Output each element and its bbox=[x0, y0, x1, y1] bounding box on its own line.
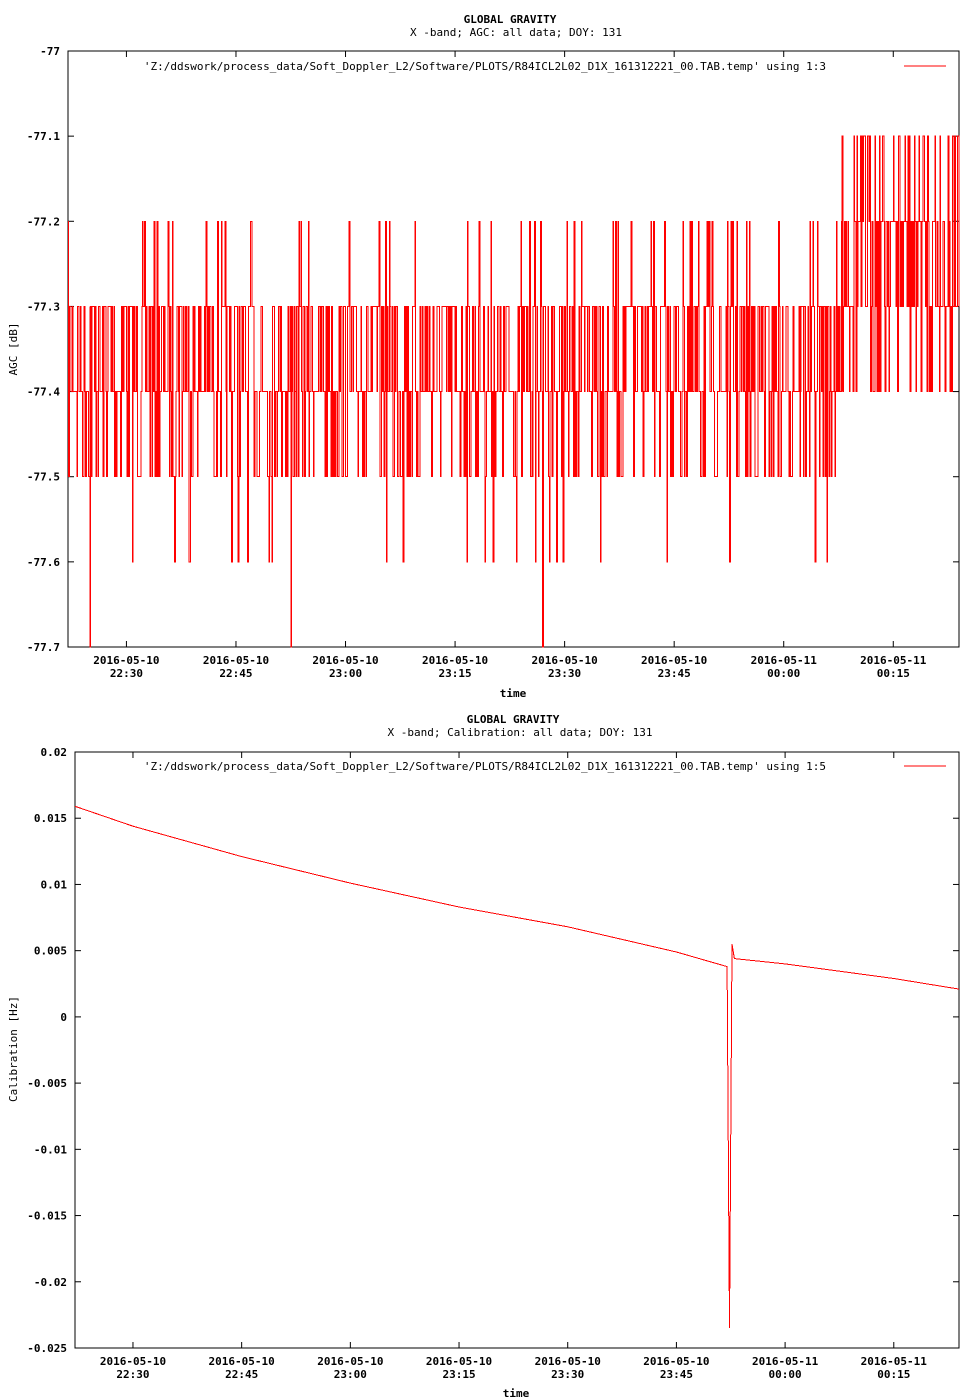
agc-series-line bbox=[68, 135, 960, 648]
x-tick-date: 2016-05-10 bbox=[317, 1355, 383, 1368]
x-tick-time: 23:15 bbox=[439, 667, 472, 680]
y-tick-label: -0.02 bbox=[34, 1276, 67, 1289]
agc-x-tick-labels: 2016-05-1022:302016-05-1022:452016-05-10… bbox=[93, 654, 926, 680]
x-tick-time: 00:00 bbox=[769, 1368, 802, 1381]
x-tick-date: 2016-05-10 bbox=[100, 1355, 166, 1368]
cal-plot-frame bbox=[74, 751, 960, 1349]
x-tick-time: 23:00 bbox=[329, 667, 362, 680]
x-tick-time: 00:00 bbox=[767, 667, 800, 680]
x-tick-date: 2016-05-11 bbox=[860, 654, 927, 667]
y-tick-label: -0.005 bbox=[27, 1077, 67, 1090]
agc-chart-subtitle: X -band; AGC: all data; DOY: 131 bbox=[410, 26, 622, 39]
x-tick-date: 2016-05-11 bbox=[861, 1355, 928, 1368]
x-tick-date: 2016-05-10 bbox=[312, 654, 378, 667]
cal-y-axis-label: Calibration [Hz] bbox=[7, 996, 20, 1102]
y-tick-label: -77.5 bbox=[27, 471, 60, 484]
x-tick-date: 2016-05-10 bbox=[535, 1355, 601, 1368]
x-tick-time: 22:30 bbox=[110, 667, 143, 680]
agc-legend-label: 'Z:/ddswork/process_data/Soft_Doppler_L2… bbox=[144, 60, 826, 73]
y-tick-label: -0.015 bbox=[27, 1210, 67, 1223]
x-tick-date: 2016-05-10 bbox=[203, 654, 269, 667]
y-tick-label: 0.015 bbox=[34, 812, 67, 825]
cal-x-axis-label: time bbox=[503, 1387, 530, 1400]
agc-x-axis-label: time bbox=[500, 687, 527, 700]
agc-chart-title: GLOBAL GRAVITY bbox=[464, 13, 557, 26]
x-tick-date: 2016-05-10 bbox=[422, 654, 488, 667]
x-tick-time: 00:15 bbox=[877, 667, 910, 680]
cal-legend-label: 'Z:/ddswork/process_data/Soft_Doppler_L2… bbox=[144, 760, 826, 773]
agc-y-tick-labels: -77 -77.1 -77.2 -77.3 -77.4 -77.5 -77.6 -77.7 bbox=[27, 45, 60, 654]
y-tick-label: -77.4 bbox=[27, 386, 60, 399]
y-tick-label: -77 bbox=[40, 45, 60, 58]
y-tick-label: 0.02 bbox=[41, 746, 68, 759]
y-tick-label: 0.005 bbox=[34, 945, 67, 958]
cal-tick-marks bbox=[75, 751, 959, 1349]
x-tick-date: 2016-05-11 bbox=[751, 654, 818, 667]
y-tick-label: -77.2 bbox=[27, 215, 60, 228]
y-tick-label: -77.7 bbox=[27, 641, 60, 654]
y-tick-label: -0.025 bbox=[27, 1342, 67, 1355]
x-tick-time: 22:45 bbox=[225, 1368, 258, 1381]
x-tick-time: 23:30 bbox=[548, 667, 581, 680]
cal-chart-subtitle: X -band; Calibration: all data; DOY: 131 bbox=[388, 726, 653, 739]
y-tick-label: -77.6 bbox=[27, 556, 60, 569]
x-tick-time: 23:00 bbox=[334, 1368, 367, 1381]
x-tick-time: 23:30 bbox=[551, 1368, 584, 1381]
agc-y-axis-label: AGC [dB] bbox=[7, 323, 20, 376]
x-tick-time: 22:45 bbox=[219, 667, 252, 680]
x-tick-time: 22:30 bbox=[116, 1368, 149, 1381]
cal-x-tick-labels: 2016-05-1022:302016-05-1022:452016-05-10… bbox=[100, 1355, 927, 1381]
calibration-chart: GLOBAL GRAVITY X -band; Calibration: all… bbox=[7, 713, 960, 1400]
cal-chart-title: GLOBAL GRAVITY bbox=[467, 713, 560, 726]
agc-plot-frame bbox=[67, 50, 960, 648]
y-tick-label: -77.3 bbox=[27, 300, 60, 313]
x-tick-time: 23:15 bbox=[442, 1368, 475, 1381]
x-tick-time: 23:45 bbox=[658, 667, 691, 680]
x-tick-time: 23:45 bbox=[660, 1368, 693, 1381]
x-tick-date: 2016-05-10 bbox=[532, 654, 598, 667]
y-tick-label: 0.01 bbox=[41, 878, 68, 891]
x-tick-date: 2016-05-10 bbox=[643, 1355, 709, 1368]
y-tick-label: -77.1 bbox=[27, 130, 60, 143]
y-tick-label: 0 bbox=[60, 1011, 67, 1024]
x-tick-date: 2016-05-10 bbox=[426, 1355, 492, 1368]
cal-y-tick-labels: 0.02 0.015 0.01 0.005 0 -0.005 -0.01 -0.015 -0.0… bbox=[27, 746, 67, 1355]
y-tick-label: -0.01 bbox=[34, 1143, 67, 1156]
agc-chart: GLOBAL GRAVITY X -band; AGC: all data; D… bbox=[7, 13, 960, 700]
x-tick-date: 2016-05-10 bbox=[93, 654, 159, 667]
x-tick-time: 00:15 bbox=[877, 1368, 910, 1381]
x-tick-date: 2016-05-10 bbox=[641, 654, 707, 667]
x-tick-date: 2016-05-11 bbox=[752, 1355, 819, 1368]
cal-series-line bbox=[74, 805, 960, 1329]
x-tick-date: 2016-05-10 bbox=[209, 1355, 275, 1368]
